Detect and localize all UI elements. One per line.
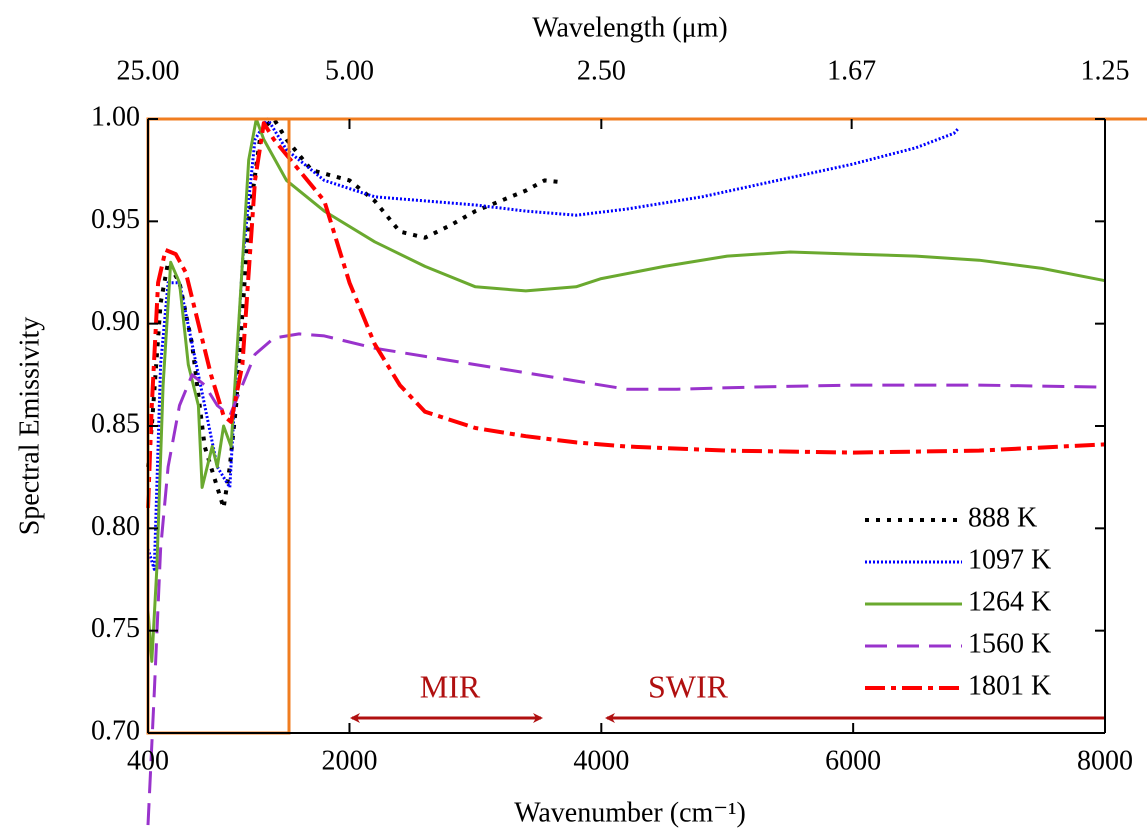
y-tick-label: 0.80 — [91, 511, 140, 542]
annotation: SWIR — [648, 668, 729, 704]
x2-tick-label: 2.50 — [577, 55, 626, 86]
y-tick-label: 0.70 — [91, 715, 140, 746]
series-line — [146, 117, 1106, 663]
x-tick-label: 4000 — [573, 745, 629, 776]
x2-tick-label: 25.00 — [117, 55, 180, 86]
y-tick-label: 0.85 — [91, 408, 140, 439]
y-tick-label: 1.00 — [91, 101, 140, 132]
series-line — [146, 121, 1106, 508]
x2-tick-label: 1.25 — [1081, 55, 1130, 86]
legend-label: 1801 K — [968, 670, 1051, 701]
legend-label: 888 K — [968, 502, 1037, 533]
legend-label: 1264 K — [968, 586, 1051, 617]
highlight-box — [146, 117, 291, 735]
y-tick-label: 0.75 — [91, 613, 140, 644]
annotation: MIR — [420, 668, 481, 704]
x2-axis-label: Wavelength (μm) — [532, 12, 727, 43]
x-tick-label: 400 — [127, 745, 169, 776]
legend-label: 1560 K — [968, 628, 1051, 659]
series-line — [146, 332, 1106, 826]
x-tick-label: 8000 — [1077, 745, 1133, 776]
y-axis-label: Spectral Emissivity — [14, 317, 45, 536]
series-line — [146, 117, 959, 571]
y-tick-label: 0.90 — [91, 306, 140, 337]
plot-area — [146, 117, 1106, 826]
x-axis-label: Wavenumber (cm⁻¹) — [514, 797, 746, 828]
legend-label: 1097 K — [968, 544, 1051, 575]
x-tick-label: 2000 — [321, 745, 377, 776]
x2-tick-label: 5.00 — [325, 55, 374, 86]
x-tick-label: 6000 — [825, 745, 881, 776]
y-tick-label: 0.95 — [91, 204, 140, 235]
series-line — [146, 117, 564, 510]
x2-tick-label: 1.67 — [827, 55, 876, 86]
